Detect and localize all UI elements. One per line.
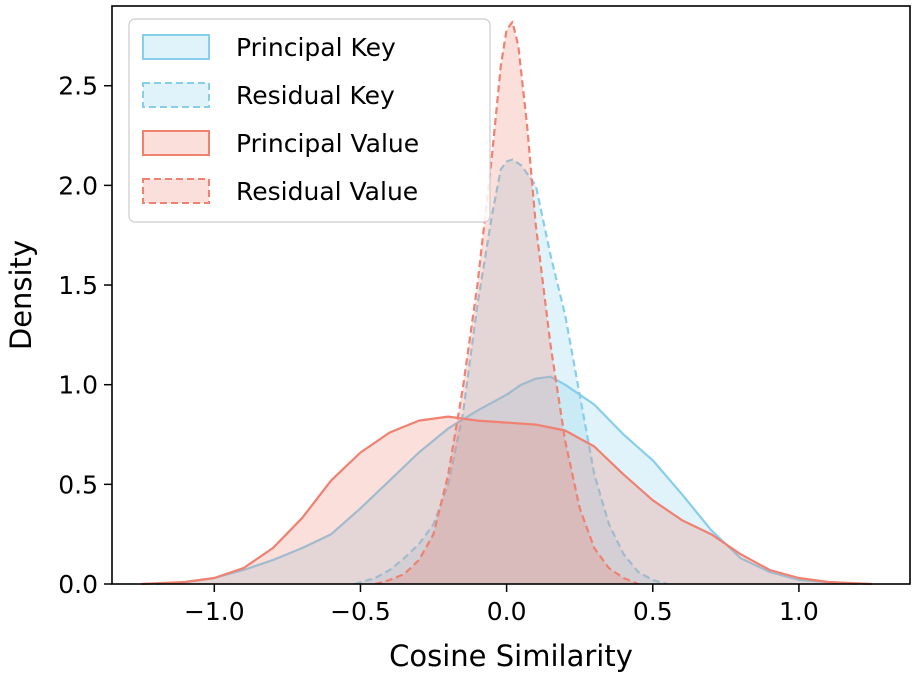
x-axis-title: Cosine Similarity bbox=[389, 639, 633, 673]
x-ticks: −1.0 −0.5 0.0 0.5 1.0 bbox=[184, 584, 819, 626]
axes bbox=[111, 5, 911, 585]
principal-key-area bbox=[155, 376, 858, 584]
y-tick-label: 1.5 bbox=[58, 271, 98, 300]
x-tick-label: −0.5 bbox=[330, 597, 391, 626]
y-tick-label: 1.0 bbox=[58, 371, 98, 400]
y-tick-label: 2.5 bbox=[58, 72, 98, 101]
y-ticks: 0.0 0.5 1.0 1.5 2.0 2.5 bbox=[58, 72, 112, 599]
legend: Principal Key Residual Key Principal Value… bbox=[128, 18, 491, 223]
x-tick-label: 1.0 bbox=[779, 597, 819, 626]
residual-value-legend-label: Residual Value bbox=[236, 177, 418, 206]
principal-value-area bbox=[141, 416, 872, 584]
legend-box bbox=[128, 18, 491, 223]
residual-value-legend-swatch bbox=[142, 178, 210, 204]
y-tick-label: 0.5 bbox=[58, 470, 98, 499]
principal-key-line bbox=[155, 375, 858, 586]
residual-key-area bbox=[354, 159, 668, 584]
x-tick-label: 0.0 bbox=[487, 597, 527, 626]
y-tick-label: 2.0 bbox=[58, 171, 98, 200]
principal-value-legend-label: Principal Value bbox=[236, 129, 419, 158]
principal-value-line bbox=[141, 415, 873, 586]
principal-value-legend-swatch bbox=[142, 130, 210, 156]
y-axis-title: Density bbox=[4, 240, 38, 350]
x-tick-label: 0.5 bbox=[633, 597, 673, 626]
principal-key-legend-swatch bbox=[142, 34, 210, 60]
x-tick-label: −1.0 bbox=[184, 597, 245, 626]
principal-key-legend-label: Principal Key bbox=[236, 33, 396, 62]
density-areas bbox=[141, 20, 873, 586]
residual-value-line bbox=[374, 20, 639, 586]
residual-key-line bbox=[354, 158, 668, 586]
residual-key-legend-swatch bbox=[142, 82, 210, 108]
y-tick-label: 0.0 bbox=[58, 570, 98, 599]
plot-frame bbox=[111, 5, 911, 585]
residual-value-area bbox=[375, 21, 639, 584]
residual-key-legend-label: Residual Key bbox=[236, 81, 395, 110]
